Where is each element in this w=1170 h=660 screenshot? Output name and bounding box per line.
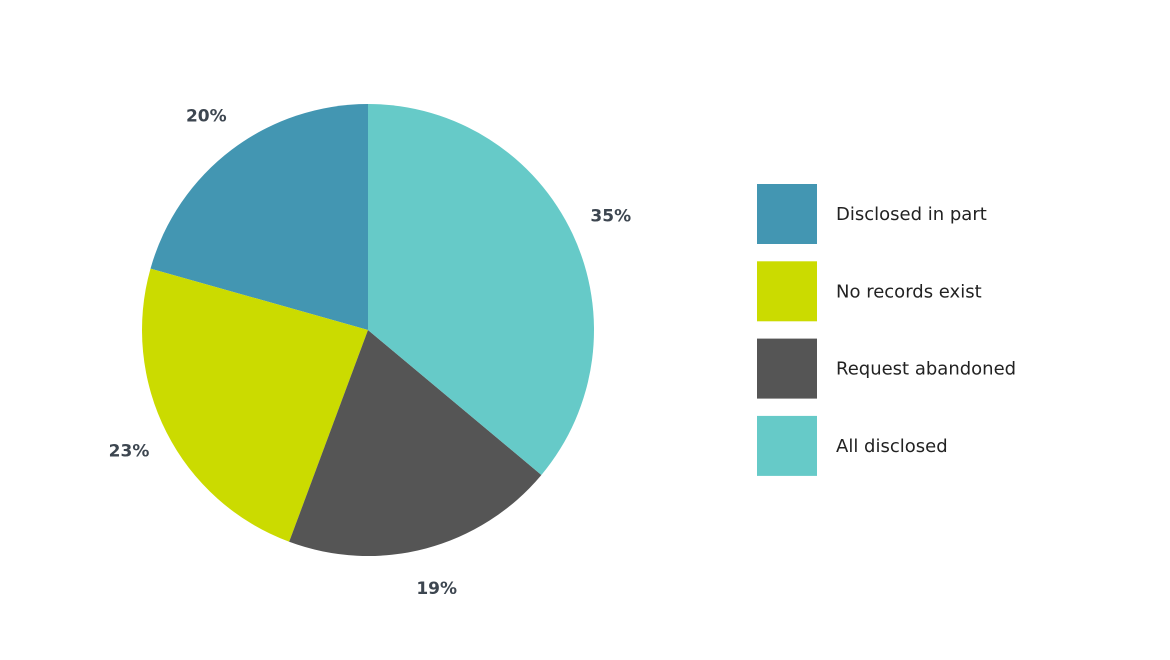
legend-label: Disclosed in part <box>836 204 987 225</box>
pie-slice <box>368 104 594 475</box>
pie-slice <box>150 104 368 330</box>
legend-label: Request abandoned <box>836 359 1016 380</box>
slice-label: 20% <box>186 106 227 126</box>
slice-label: 23% <box>109 441 150 461</box>
slice-label: 19% <box>416 579 457 599</box>
legend-swatch <box>757 184 817 244</box>
legend-label: All disclosed <box>836 436 948 457</box>
legend-swatch <box>757 415 817 476</box>
pie-slice <box>142 268 368 542</box>
legend-swatch <box>757 338 817 399</box>
pie-slice <box>289 330 542 556</box>
legend-label: No records exist <box>836 281 982 302</box>
slice-label: 35% <box>590 207 631 227</box>
legend-swatch <box>757 261 817 322</box>
